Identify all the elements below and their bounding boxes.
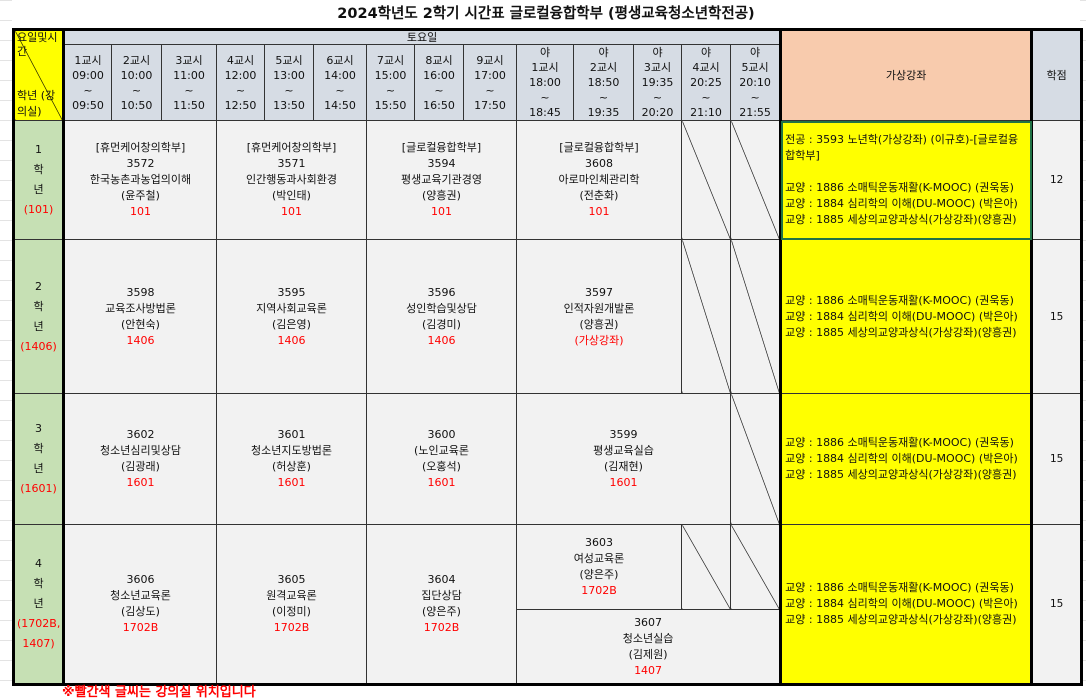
virtual-course-header: 가상강좌	[779, 29, 1034, 121]
period-header: 5교시 13:00 ~13:50	[264, 44, 314, 121]
timetable: 요일및시간 학년 (강의실) 토요일 가상강좌 학점 1교시 09:00 ~09:5…	[12, 28, 1084, 686]
empty-slot	[729, 120, 782, 240]
credit-cell: 15	[1031, 239, 1083, 394]
empty-slot	[681, 524, 731, 610]
course-cell[interactable]: 3596 성인학습및상담 (김경미) 1406	[366, 239, 517, 394]
corner-header: 요일및시간 학년 (강의실)	[13, 29, 65, 121]
day-header: 토요일	[62, 29, 782, 45]
empty-slot	[729, 393, 782, 525]
room-color-note: ※빨간색 글씨는 강의실 위치입니다	[62, 685, 256, 700]
period-header: 7교시 15:00 ~15:50	[366, 44, 415, 121]
period-header: 6교시 14:00 ~14:50	[313, 44, 367, 121]
course-cell[interactable]: 3603 여성교육론 (양은주) 1702B	[516, 524, 682, 610]
corner-bottom-label: 학년 (강의실)	[17, 89, 56, 118]
period-header: 야 3교시 19:35 ~20:20	[633, 44, 682, 121]
course-cell[interactable]: [글로컬융합학부] 3594 평생교육기관경영 (양흥권) 101	[366, 120, 517, 240]
period-header: 야 4교시 20:25 ~21:10	[681, 44, 731, 121]
period-header: 4교시 12:00 ~12:50	[216, 44, 265, 121]
period-header: 야 1교시 18:00 ~18:45	[516, 44, 574, 121]
empty-slot	[681, 120, 731, 240]
period-header: 야 2교시 18:50 ~19:35	[573, 44, 634, 121]
period-header: 2교시 10:00 ~10:50	[111, 44, 162, 121]
page-title: 2024학년도 2학기 시간표 글로컬융합학부 (평생교육청소년학전공)	[12, 0, 1080, 28]
corner-top-label: 요일및시간	[17, 31, 58, 58]
course-cell[interactable]: 3595 지역사회교육론 (김은영) 1406	[216, 239, 367, 394]
empty-slot	[729, 239, 782, 394]
year-2-label: 2 학 년 (1406)	[13, 239, 65, 394]
course-cell[interactable]: [휴먼케어창의학부] 3571 인간행동과사회환경 (박인태) 101	[216, 120, 367, 240]
course-cell[interactable]: 3598 교육조사방법론 (안현숙) 1406	[63, 239, 217, 394]
course-cell[interactable]: 3604 집단상담 (양은주) 1702B	[366, 524, 517, 685]
period-header: 야 5교시 20:10 ~21:55	[729, 44, 782, 121]
course-cell[interactable]: [글로컬융합학부] 3608 아로마인체관리학 (전춘화) 101	[516, 120, 682, 240]
year-3-label: 3 학 년 (1601)	[13, 393, 65, 525]
year-4-label: 4 학 년 (1702B, 1407)	[13, 524, 65, 685]
period-header: 9교시 17:00 ~17:50	[463, 44, 517, 121]
course-cell[interactable]: 3605 원격교육론 (이정미) 1702B	[216, 524, 367, 685]
course-cell[interactable]: 3602 청소년심리및상담 (김광래) 1601	[63, 393, 217, 525]
course-cell[interactable]: 3600 (노인교육론 (오홍석) 1601	[366, 393, 517, 525]
course-cell[interactable]: 3601 청소년지도방법론 (허상훈) 1601	[216, 393, 367, 525]
credit-cell: 15	[1031, 393, 1083, 525]
period-header: 3교시 11:00 ~11:50	[161, 44, 217, 121]
course-cell[interactable]: 3599 평생교육실습 (김재현) 1601	[516, 393, 731, 525]
empty-slot	[729, 524, 782, 610]
credit-cell: 12	[1031, 120, 1083, 240]
course-cell[interactable]: 3607 청소년실습 (김제원) 1407	[515, 609, 782, 685]
course-cell[interactable]: 3597 인적자원개발론 (양흥권) (가상강좌)	[516, 239, 682, 394]
year-1-label: 1 학 년 (101)	[13, 120, 65, 240]
credit-header: 학점	[1031, 29, 1083, 121]
virtual-course-cell[interactable]: 교양 : 1886 소매틱운동재활(K-MOOC) (권욱동) 교양 : 1884…	[779, 524, 1034, 685]
course-cell[interactable]: 3606 청소년교육론 (김상도) 1702B	[63, 524, 217, 685]
virtual-course-cell[interactable]: 교양 : 1886 소매틱운동재활(K-MOOC) (권욱동) 교양 : 1884…	[779, 239, 1034, 394]
virtual-course-cell[interactable]: 교양 : 1886 소매틱운동재활(K-MOOC) (권욱동) 교양 : 1884…	[779, 393, 1034, 525]
virtual-course-cell[interactable]: 전공 : 3593 노년학(가상강좌) (이규호)-[글로컬융합학부] 교양 : …	[779, 120, 1034, 240]
course-cell[interactable]: [휴먼케어창의학부] 3572 한국농촌과농업의이해 (윤주철) 101	[63, 120, 217, 240]
credit-cell: 15	[1031, 524, 1083, 685]
period-header: 1교시 09:00 ~09:50	[63, 44, 112, 121]
empty-slot	[681, 239, 731, 394]
period-header: 8교시 16:00 ~16:50	[414, 44, 464, 121]
